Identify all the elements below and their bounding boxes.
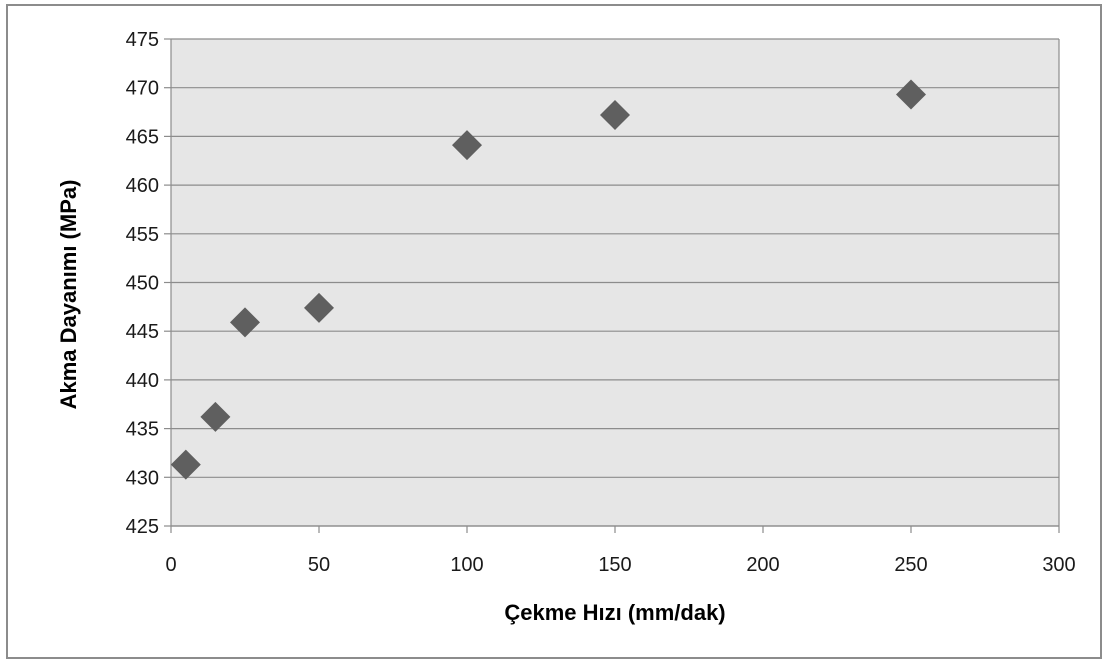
y-tick-label: 440 (126, 370, 159, 392)
y-tick-label: 455 (126, 224, 159, 246)
data-point-diamond (200, 401, 231, 432)
data-point-diamond (230, 307, 260, 338)
x-tick-label: 300 (1042, 554, 1075, 576)
y-tick-label: 460 (126, 175, 159, 197)
x-tick-label: 250 (894, 554, 927, 576)
y-tick-labels: 425 430 435 440 445 450 455 460 465 470 475 (126, 29, 159, 538)
gridlines (171, 38, 1059, 527)
y-tick-label: 465 (126, 126, 159, 148)
y-tick-label: 425 (126, 516, 159, 538)
data-point-diamond (452, 130, 482, 161)
y-tick-label: 475 (126, 29, 159, 51)
y-tick-label: 445 (126, 321, 159, 343)
x-tick-label: 50 (308, 554, 330, 576)
x-axis-title: Çekme Hızı (mm/dak) (504, 600, 725, 625)
y-tick-label: 470 (126, 78, 159, 100)
y-axis-title: Akma Dayanımı (MPa) (56, 180, 81, 410)
x-tick-label: 150 (598, 554, 631, 576)
x-tick-label: 100 (450, 554, 483, 576)
data-point-diamond (896, 79, 926, 110)
data-points (170, 79, 926, 480)
data-point-diamond (170, 449, 201, 480)
y-tick-label: 430 (126, 467, 159, 489)
data-point-diamond (600, 99, 630, 130)
axes (164, 38, 1060, 533)
x-tick-labels: 0 50 100 150 200 250 300 (165, 554, 1075, 576)
y-tick-label: 450 (126, 273, 159, 295)
y-tick-label: 435 (126, 419, 159, 441)
x-tick-label: 200 (746, 554, 779, 576)
x-tick-label: 0 (165, 554, 176, 576)
data-point-diamond (304, 292, 334, 323)
